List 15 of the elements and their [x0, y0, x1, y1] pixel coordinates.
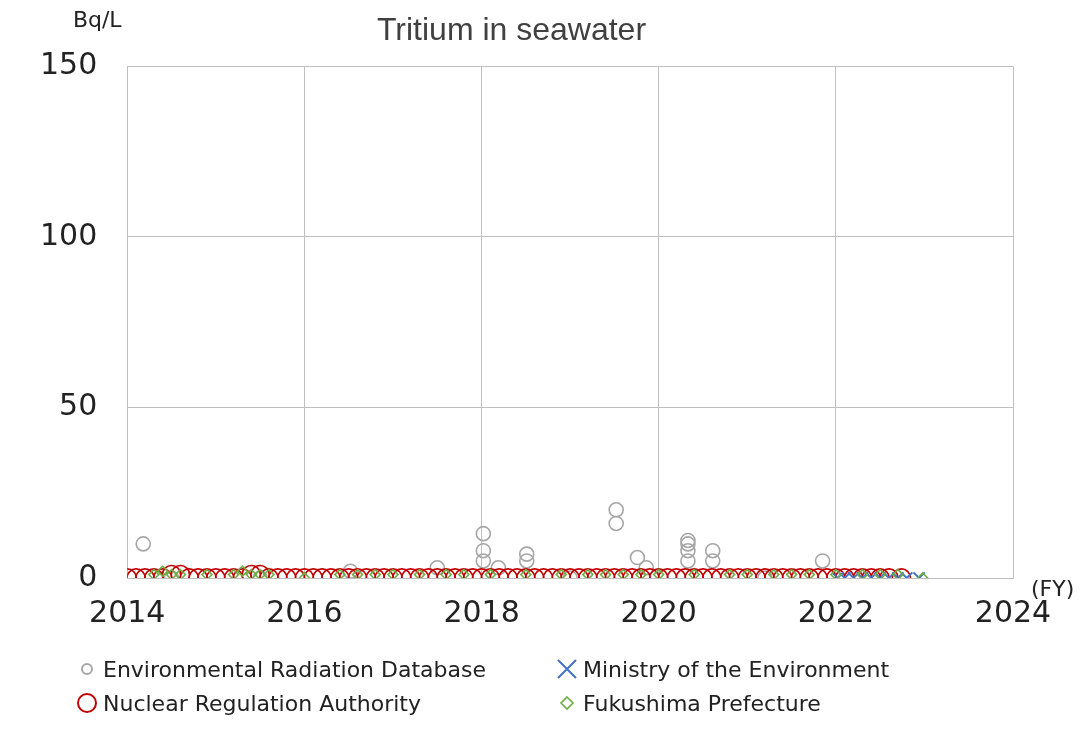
legend-label: Environmental Radiation Database: [103, 656, 487, 682]
y-tick-label: 0: [78, 557, 98, 593]
y-tick-label: 50: [59, 387, 98, 423]
legend-label: Ministry of the Environment: [583, 656, 890, 682]
x-tick-label: 2022: [797, 593, 875, 629]
x-tick-label: 2020: [620, 593, 697, 629]
y-tick-label: 150: [40, 46, 98, 82]
x-tick-label: 2016: [266, 593, 343, 629]
legend-label: Nuclear Regulation Authority: [103, 690, 421, 716]
x-tick-label: 2014: [89, 593, 166, 629]
legend-label: Fukushima Prefecture: [583, 690, 821, 716]
y-axis-title: Bq/L: [72, 7, 123, 33]
x-tick-label: 2018: [443, 593, 520, 629]
chart-title: Tritium in seawater: [376, 11, 647, 48]
y-tick-label: 100: [40, 216, 98, 252]
